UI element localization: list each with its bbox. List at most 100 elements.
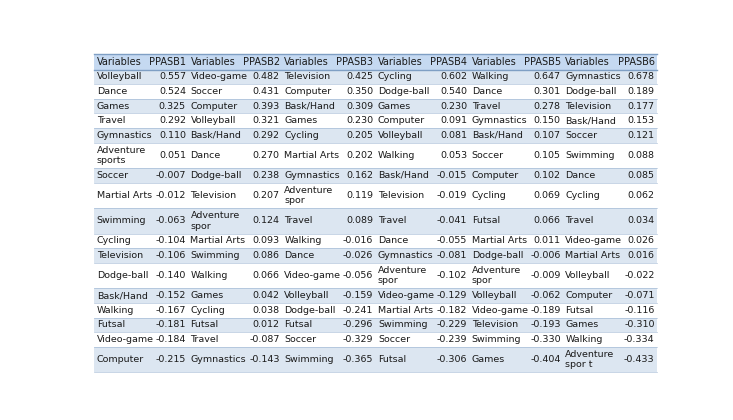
Text: Swimming: Swimming xyxy=(471,335,521,344)
Bar xyxy=(623,303,657,318)
Text: -0.143: -0.143 xyxy=(249,355,280,364)
Bar xyxy=(95,168,154,183)
Text: 0.016: 0.016 xyxy=(627,251,655,260)
Text: 0.540: 0.540 xyxy=(440,87,467,96)
Text: 0.081: 0.081 xyxy=(440,131,467,140)
Bar xyxy=(154,183,188,208)
Text: -0.433: -0.433 xyxy=(624,355,655,364)
Text: Games: Games xyxy=(284,116,317,125)
Text: 0.089: 0.089 xyxy=(347,216,373,226)
Bar xyxy=(375,289,435,303)
Text: Martial Arts: Martial Arts xyxy=(565,251,621,260)
Bar xyxy=(188,346,248,372)
Text: 0.292: 0.292 xyxy=(253,131,280,140)
Bar xyxy=(248,113,282,128)
Text: Dodge-ball: Dodge-ball xyxy=(565,87,616,96)
Text: Games: Games xyxy=(191,291,224,300)
Text: -0.181: -0.181 xyxy=(155,320,186,329)
Text: -0.404: -0.404 xyxy=(531,355,561,364)
Text: -0.006: -0.006 xyxy=(531,251,561,260)
Bar xyxy=(154,142,188,168)
Text: Futsal: Futsal xyxy=(471,216,500,226)
Bar xyxy=(435,99,469,113)
Bar xyxy=(563,208,623,234)
Text: Video-game: Video-game xyxy=(97,335,154,344)
Text: 0.034: 0.034 xyxy=(627,216,655,226)
Text: Television: Television xyxy=(191,191,237,200)
Bar xyxy=(469,303,529,318)
Bar xyxy=(188,234,248,248)
Text: 0.177: 0.177 xyxy=(627,102,655,110)
Text: 0.278: 0.278 xyxy=(534,102,561,110)
Bar xyxy=(563,248,623,263)
Bar xyxy=(342,289,375,303)
Bar xyxy=(563,332,623,346)
Bar xyxy=(188,168,248,183)
Text: -0.310: -0.310 xyxy=(624,320,655,329)
Text: 0.482: 0.482 xyxy=(253,73,280,81)
Bar xyxy=(623,128,657,142)
Bar xyxy=(623,54,657,70)
Text: -0.296: -0.296 xyxy=(343,320,373,329)
Text: 0.066: 0.066 xyxy=(534,216,561,226)
Bar xyxy=(435,168,469,183)
Bar xyxy=(375,318,435,332)
Bar xyxy=(375,128,435,142)
Bar xyxy=(375,84,435,99)
Bar xyxy=(469,346,529,372)
Bar xyxy=(248,318,282,332)
Text: -0.152: -0.152 xyxy=(155,291,186,300)
Text: -0.087: -0.087 xyxy=(249,335,280,344)
Text: Television: Television xyxy=(471,320,517,329)
Bar xyxy=(282,346,342,372)
Text: Dodge-ball: Dodge-ball xyxy=(284,306,336,315)
Text: Computer: Computer xyxy=(97,355,144,364)
Text: 0.205: 0.205 xyxy=(347,131,373,140)
Bar xyxy=(469,70,529,84)
Bar xyxy=(529,183,563,208)
Text: -0.015: -0.015 xyxy=(437,171,467,180)
Bar xyxy=(154,84,188,99)
Text: Bask/Hand: Bask/Hand xyxy=(378,171,429,180)
Bar xyxy=(282,263,342,289)
Text: 0.119: 0.119 xyxy=(347,191,373,200)
Bar xyxy=(188,248,248,263)
Bar xyxy=(248,99,282,113)
Bar xyxy=(342,234,375,248)
Bar xyxy=(154,332,188,346)
Bar xyxy=(623,84,657,99)
Bar xyxy=(188,289,248,303)
Bar xyxy=(375,142,435,168)
Bar xyxy=(282,303,342,318)
Bar xyxy=(529,234,563,248)
Text: PPASB2: PPASB2 xyxy=(243,57,280,67)
Bar xyxy=(95,234,154,248)
Bar xyxy=(435,318,469,332)
Bar xyxy=(435,183,469,208)
Bar xyxy=(282,142,342,168)
Text: Walking: Walking xyxy=(471,73,509,81)
Text: Video-game: Video-game xyxy=(284,271,341,280)
Text: Computer: Computer xyxy=(378,116,425,125)
Text: Swimming: Swimming xyxy=(97,216,147,226)
Bar xyxy=(375,208,435,234)
Text: 0.189: 0.189 xyxy=(627,87,655,96)
Bar xyxy=(529,346,563,372)
Bar xyxy=(342,346,375,372)
Text: Volleyball: Volleyball xyxy=(284,291,330,300)
Bar xyxy=(282,70,342,84)
Bar xyxy=(342,113,375,128)
Bar xyxy=(563,289,623,303)
Bar xyxy=(623,70,657,84)
Bar xyxy=(342,183,375,208)
Bar xyxy=(563,99,623,113)
Text: 0.069: 0.069 xyxy=(534,191,561,200)
Text: Games: Games xyxy=(565,320,599,329)
Text: -0.012: -0.012 xyxy=(155,191,186,200)
Text: 0.105: 0.105 xyxy=(534,151,561,160)
Text: -0.102: -0.102 xyxy=(437,271,467,280)
Text: PPASB5: PPASB5 xyxy=(524,57,561,67)
Text: Cycling: Cycling xyxy=(471,191,507,200)
Bar xyxy=(435,113,469,128)
Text: Swimming: Swimming xyxy=(378,320,427,329)
